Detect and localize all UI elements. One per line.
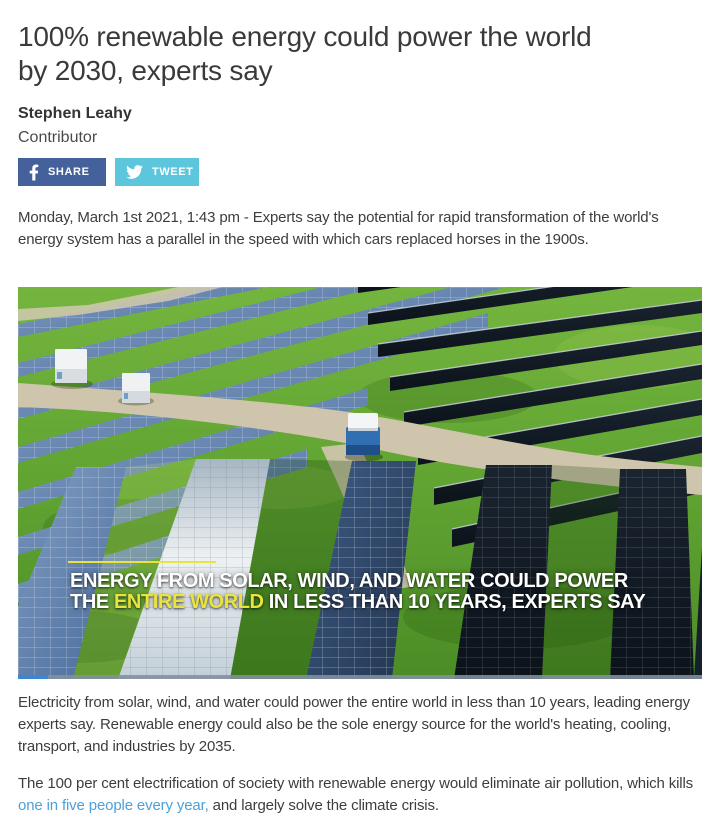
article-paragraph-2: The 100 per cent electrification of soci…: [18, 775, 693, 814]
article-title: 100% renewable energy could power the wo…: [18, 21, 592, 86]
hero-video[interactable]: ENERGY FROM SOLAR, WIND, AND WATER COULD…: [18, 287, 702, 679]
caption-highlight: ENTIRE WORLD: [113, 591, 264, 613]
facebook-share-label: SHARE: [48, 166, 90, 178]
video-progress-bar[interactable]: [18, 675, 702, 679]
twitter-tweet-button[interactable]: TWEET: [115, 158, 199, 186]
facebook-f-icon: [29, 164, 39, 181]
video-progress-fill: [18, 675, 49, 679]
caption-line-2: THE ENTIRE WORLD IN LESS THAN 10 YEARS, …: [70, 591, 646, 613]
author-name: Stephen Leahy: [18, 105, 132, 122]
solar-farm-photo: [18, 287, 702, 679]
share-buttons: SHARE TWEET: [18, 158, 702, 186]
link-one-in-five[interactable]: one in five people every year,: [18, 797, 209, 814]
twitter-tweet-label: TWEET: [152, 166, 194, 178]
caption-rule: [68, 561, 216, 563]
article-intro: Monday, March 1st 2021, 1:43 pm - Expert…: [18, 209, 659, 248]
author-role: Contributor: [18, 129, 98, 146]
video-caption: ENERGY FROM SOLAR, WIND, AND WATER COULD…: [70, 570, 646, 613]
caption-line-1: ENERGY FROM SOLAR, WIND, AND WATER COULD…: [70, 570, 628, 592]
twitter-bird-icon: [126, 165, 143, 179]
article-paragraph-1: Electricity from solar, wind, and water …: [18, 694, 690, 755]
facebook-share-button[interactable]: SHARE: [18, 158, 106, 186]
